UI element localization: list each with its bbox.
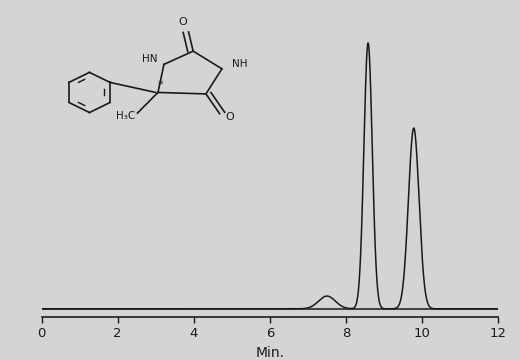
Text: NH: NH bbox=[233, 59, 248, 69]
Text: *: * bbox=[157, 80, 163, 90]
X-axis label: Min.: Min. bbox=[255, 346, 284, 360]
Text: HN: HN bbox=[143, 54, 158, 63]
Text: O: O bbox=[225, 112, 234, 122]
Text: O: O bbox=[179, 17, 187, 27]
Text: H₃C: H₃C bbox=[116, 111, 135, 121]
